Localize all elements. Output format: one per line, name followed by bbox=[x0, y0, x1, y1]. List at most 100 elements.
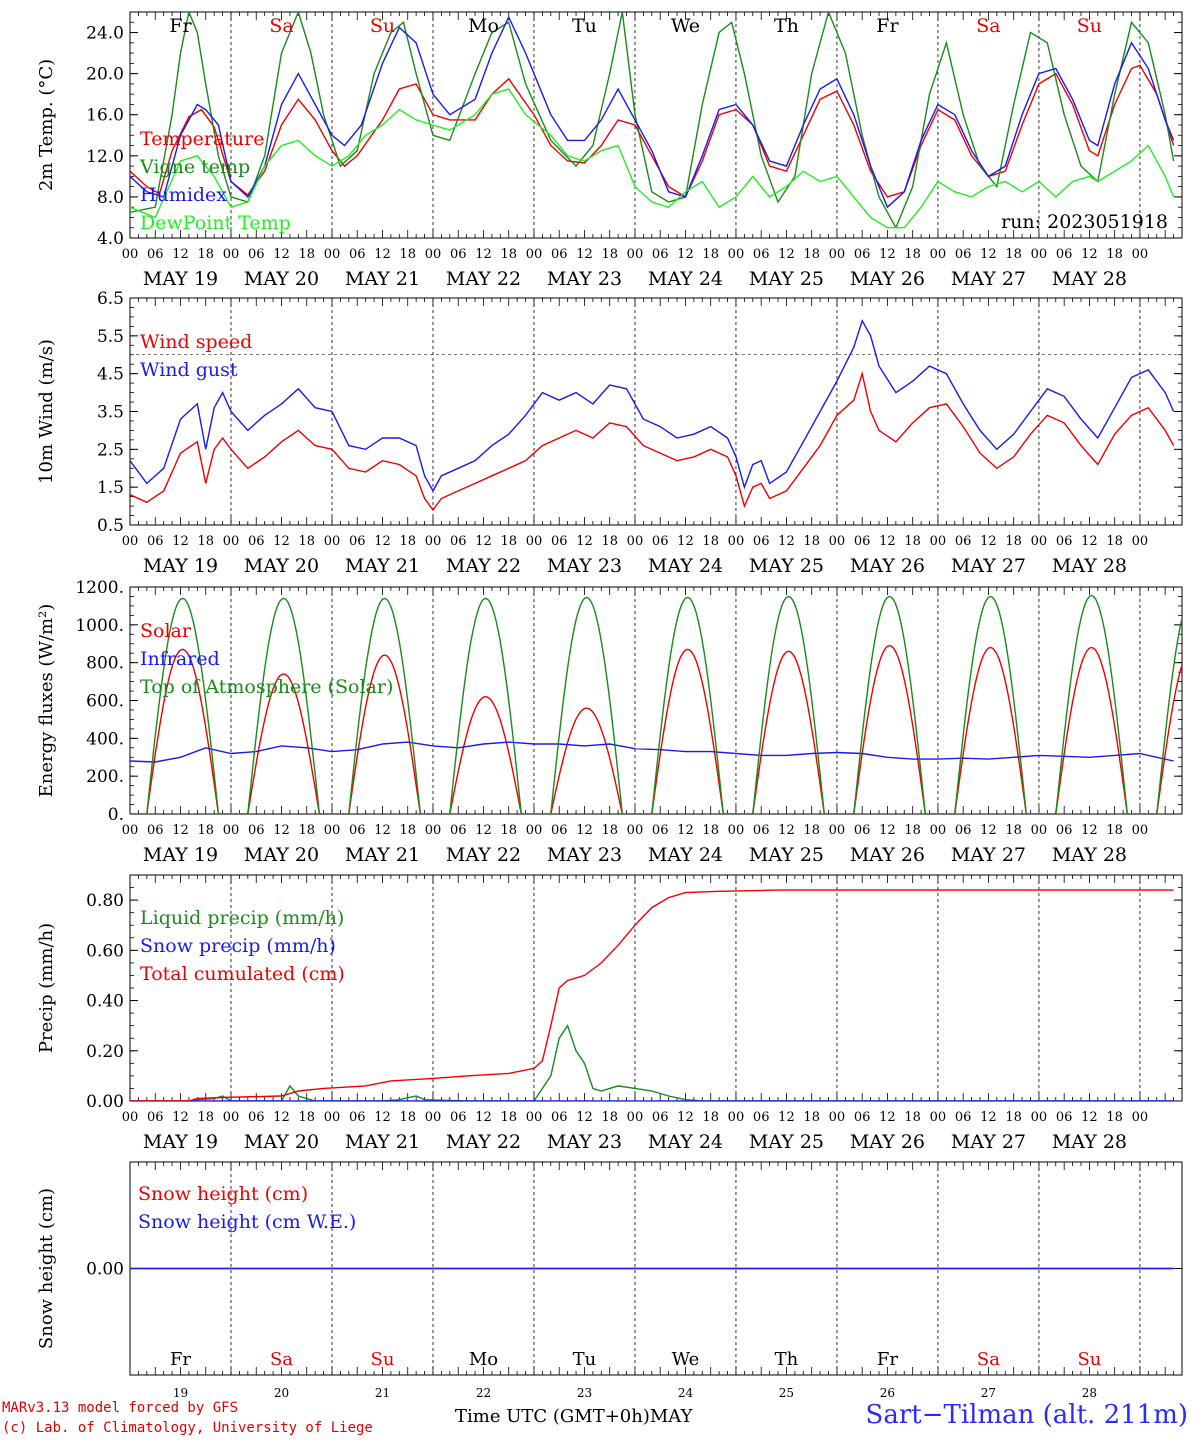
x-tick-label: 12 bbox=[879, 247, 896, 262]
plot-frame bbox=[129, 11, 1183, 239]
date-label: MAY 25 bbox=[749, 1131, 824, 1153]
site-label: Sart−Tilman (alt. 211m) bbox=[865, 1400, 1188, 1430]
x-tick-label: 06 bbox=[450, 823, 467, 838]
x-tick-label: 00 bbox=[122, 247, 139, 262]
x-tick-label: 12 bbox=[172, 534, 189, 549]
bottom-date-number: 26 bbox=[880, 1386, 895, 1400]
date-label: MAY 19 bbox=[143, 844, 218, 866]
x-tick-label: 00 bbox=[829, 823, 846, 838]
x-tick-label: 12 bbox=[677, 823, 694, 838]
x-tick-label: 00 bbox=[526, 823, 543, 838]
x-tick-label: 12 bbox=[677, 1110, 694, 1125]
date-label: MAY 27 bbox=[951, 1131, 1026, 1153]
x-tick-label: 12 bbox=[1081, 247, 1098, 262]
series-line-solar bbox=[130, 644, 1182, 814]
bottom-day-name: Sa bbox=[977, 1349, 1000, 1370]
x-tick-label: 06 bbox=[248, 247, 265, 262]
x-tick-label: 18 bbox=[601, 247, 618, 262]
x-tick-label: 18 bbox=[399, 247, 416, 262]
date-label: MAY 28 bbox=[1052, 1131, 1127, 1153]
x-tick-label: 18 bbox=[904, 823, 921, 838]
x-tick-label: 06 bbox=[248, 534, 265, 549]
date-label: MAY 22 bbox=[446, 268, 521, 290]
x-tick-label: 06 bbox=[248, 823, 265, 838]
x-tick-label: 18 bbox=[1005, 1110, 1022, 1125]
x-tick-label: 00 bbox=[728, 247, 745, 262]
plot-frame bbox=[129, 297, 1183, 526]
date-label: MAY 25 bbox=[749, 844, 824, 866]
legend-entry: Humidex bbox=[140, 184, 227, 206]
y-tick-label: 0. bbox=[108, 805, 124, 825]
x-tick-label: 12 bbox=[677, 247, 694, 262]
x-tick-label: 06 bbox=[753, 247, 770, 262]
x-tick-label: 00 bbox=[1031, 1110, 1048, 1125]
x-tick-label: 06 bbox=[652, 1110, 669, 1125]
x-tick-label: 18 bbox=[803, 1110, 820, 1125]
x-tick-label: 12 bbox=[374, 247, 391, 262]
series-line-humidex bbox=[130, 15, 1175, 209]
x-tick-label: 00 bbox=[122, 534, 139, 549]
x-tick-label: 12 bbox=[576, 247, 593, 262]
x-tick-label: 00 bbox=[223, 247, 240, 262]
series-group bbox=[130, 12, 1175, 230]
model-credit: MARv3.13 model forced by GFS bbox=[2, 1400, 239, 1416]
date-label: MAY 21 bbox=[345, 268, 420, 290]
x-tick-label: 18 bbox=[803, 247, 820, 262]
x-tick-label: 18 bbox=[500, 247, 517, 262]
x-tick-label: 00 bbox=[324, 534, 341, 549]
legend-entry: Vigne temp bbox=[139, 156, 250, 178]
x-tick-label: 06 bbox=[753, 823, 770, 838]
run-label: run: 2023051918 bbox=[1001, 211, 1168, 233]
y-tick-label: 16.0 bbox=[86, 106, 124, 126]
x-tick-label: 00 bbox=[930, 247, 947, 262]
day-name-label: Su bbox=[370, 15, 395, 37]
series-line-dewpoint-temp bbox=[130, 88, 1175, 229]
x-tick-label: 12 bbox=[879, 823, 896, 838]
x-tick-label: 12 bbox=[980, 823, 997, 838]
x-tick-label: 12 bbox=[374, 1110, 391, 1125]
x-tick-label: 00 bbox=[526, 534, 543, 549]
bottom-date-number: 23 bbox=[577, 1386, 592, 1400]
legend-entry: Solar bbox=[140, 620, 192, 642]
x-tick-label: 18 bbox=[197, 247, 214, 262]
x-tick-label: 18 bbox=[904, 534, 921, 549]
y-tick-label: 8.0 bbox=[97, 188, 124, 208]
bottom-date-number: 21 bbox=[375, 1386, 390, 1400]
x-tick-label: 12 bbox=[273, 534, 290, 549]
date-label: MAY 21 bbox=[345, 1131, 420, 1153]
x-tick-label: 12 bbox=[475, 247, 492, 262]
x-tick-label: 06 bbox=[753, 1110, 770, 1125]
x-tick-label: 00 bbox=[122, 823, 139, 838]
x-tick-label: 12 bbox=[980, 247, 997, 262]
date-label: MAY 28 bbox=[1052, 555, 1127, 577]
x-tick-label: 18 bbox=[197, 534, 214, 549]
date-label: MAY 28 bbox=[1052, 844, 1127, 866]
x-tick-label: 18 bbox=[197, 823, 214, 838]
time-axis-label: Time UTC (GMT+0h)MAY bbox=[455, 1406, 693, 1427]
x-tick-label: 06 bbox=[551, 823, 568, 838]
day-name-label: Fr bbox=[876, 15, 899, 37]
bottom-day-name: Su bbox=[371, 1349, 395, 1370]
x-tick-label: 12 bbox=[475, 534, 492, 549]
x-tick-label: 12 bbox=[677, 534, 694, 549]
x-tick-label: 00 bbox=[728, 1110, 745, 1125]
y-axis-label: Snow height (cm) bbox=[36, 1188, 57, 1349]
x-tick-label: 18 bbox=[702, 534, 719, 549]
legend-entry: Total cumulated (cm) bbox=[140, 963, 345, 985]
panel-5: 0.00 Snow height (cm) Snow height (cm) Snow… bbox=[36, 1161, 1183, 1376]
bottom-day-name: Tu bbox=[573, 1349, 597, 1370]
x-tick-label: 18 bbox=[1106, 823, 1123, 838]
y-axis-label: 2m Temp. (°C) bbox=[36, 59, 57, 191]
x-tick-label: 06 bbox=[551, 1110, 568, 1125]
x-tick-label: 00 bbox=[627, 1110, 644, 1125]
x-tick-label: 00 bbox=[1132, 247, 1149, 262]
bottom-date-number: 19 bbox=[173, 1386, 188, 1400]
day-name-label: Sa bbox=[976, 15, 1000, 37]
date-label: MAY 22 bbox=[446, 1131, 521, 1153]
date-label: MAY 19 bbox=[143, 555, 218, 577]
x-tick-label: 12 bbox=[576, 1110, 593, 1125]
x-tick-label: 06 bbox=[753, 534, 770, 549]
date-label: MAY 27 bbox=[951, 268, 1026, 290]
y-tick-label: 1200. bbox=[75, 578, 124, 598]
x-tick-label: 06 bbox=[955, 247, 972, 262]
